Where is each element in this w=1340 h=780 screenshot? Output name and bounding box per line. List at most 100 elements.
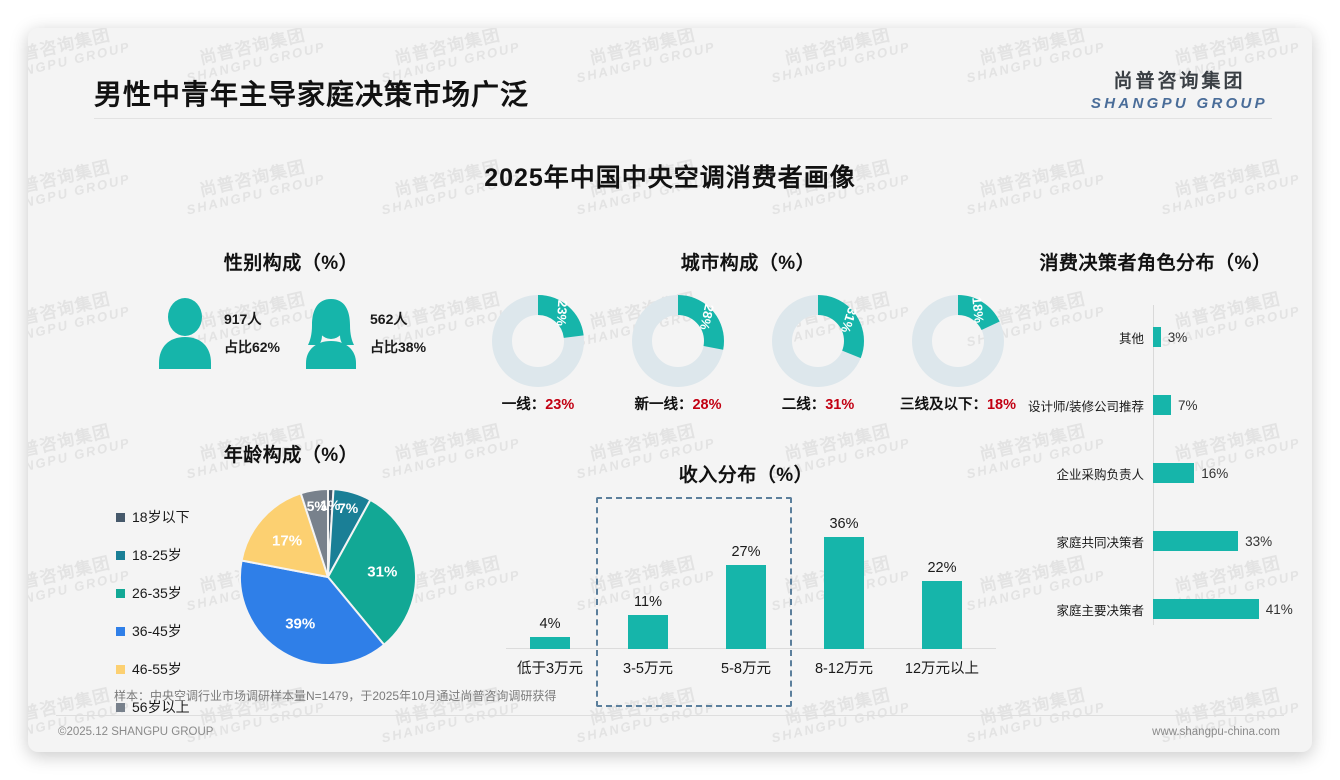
pie-value-label: 7% [338,499,359,516]
age-section: 年龄构成（%） 18岁以下 18-25岁 26-35岁 36-45岁 46-55岁 56岁… [116,440,466,735]
income-bar [824,537,864,649]
role-value: 16% [1201,465,1229,481]
pie-slice [239,559,386,666]
age-legend-item: 18-25岁 [116,545,232,565]
legend-swatch [116,626,125,636]
donut-graphic: 28% [630,293,726,389]
income-section: 收入分布（%） 4% 低于3万元 11% 3-5万元 27% 5-8万元 36% 8-12万元… [496,460,996,707]
page-title: 男性中青年主导家庭决策市场广泛 [94,79,530,110]
gender-title: 性别构成（%） [223,253,359,274]
city-donut-1: 23% 一线：23% [474,293,602,414]
role-row: 其他 3% [1013,325,1298,349]
role-value: 33% [1245,533,1273,549]
role-row: 家庭主要决策者 41% [1013,597,1298,621]
roles-bar-chart: 其他 3% 设计师/装修公司推荐 7% 企业采购负责人 16% 家庭共同决策者 33% 家庭主要… [1013,305,1298,625]
income-bar-group: 22% 12万元以上 [894,559,990,677]
pie-value-label: 5% [306,497,327,514]
city-donut-4: 18% 三线及以下：18% [894,293,1022,414]
age-legend-item: 26-35岁 [116,583,232,603]
age-body: 18岁以下 18-25岁 26-35岁 36-45岁 46-55岁 56岁以上 1% 7% 3… [116,485,466,735]
donut-graphic: 23% [490,293,586,389]
logo-en-text: SHANGPU GROUP [1090,95,1268,112]
city-donut-3: 31% 二线：31% [754,293,882,414]
legend-swatch [116,588,125,598]
income-bar [530,636,570,649]
legend-label: 18岁以下 [132,509,190,525]
brand-logo: 尚普咨询集团 SHANGPU GROUP [1091,66,1268,112]
income-bar [628,614,668,649]
role-bar [1153,327,1161,347]
donut-caption-name: 三线及以下： [899,397,987,413]
footer-website: www.shangpu-china.com [1152,726,1280,738]
roles-section: 消费决策者角色分布（%） 其他 3% 设计师/装修公司推荐 7% 企业采购负责人 16% 家… [1013,248,1298,625]
donut-caption-name: 二线： [781,397,826,413]
female-icon [306,299,356,369]
donut-caption: 一线：23% [474,393,602,414]
role-category: 家庭共同决策者 [1056,535,1144,550]
gender-female-count: 562人 [370,311,408,327]
age-title: 年龄构成（%） [223,445,359,466]
roles-title: 消费决策者角色分布（%） [1039,253,1272,274]
role-value: 41% [1265,601,1293,617]
sample-footnote: 样本：中央空调行业市场调研样本量N=1479，于2025年10月通过尚普咨询调研… [114,689,557,703]
income-bar-value: 22% [927,559,957,576]
gender-male-count: 917人 [223,311,262,327]
gender-row: 917人 占比62% 562人 占比38% [116,297,466,369]
role-value: 7% [1178,397,1198,413]
income-bar-group: 27% 5-8万元 [698,544,794,677]
city-donut-row: 23% 一线：23% 28% 新一线：28% 31% 二线：31% 18% 三线及以下：18% [468,293,1028,414]
pie-slice [299,487,329,578]
role-row: 企业采购负责人 16% [1013,461,1298,485]
footer-copyright: ©2025.12 SHANGPU GROUP [58,726,214,738]
gender-male-text: 917人 占比62% [224,305,280,361]
pie-value-label: 17% [272,532,303,550]
role-category: 其他 [1118,331,1144,346]
income-bar-category: 3-5万元 [623,661,673,677]
income-bar-value: 11% [634,593,662,610]
age-legend-item: 46-55岁 [116,659,232,679]
header-divider [94,118,1272,119]
role-value: 3% [1167,329,1188,345]
slide-card: 尚普咨询集团 SHANGPU GROUP 尚普咨询集团 SHANGPU GROUP 尚普… [28,28,1312,752]
city-donut-2: 28% 新一线：28% [614,293,742,414]
role-row: 设计师/装修公司推荐 7% [1013,393,1298,417]
donut-caption-value: 28% [692,397,722,413]
legend-label: 46-55岁 [132,661,182,677]
income-bar-category: 12万元以上 [904,661,980,677]
income-bar-value: 4% [539,615,561,632]
role-bar [1153,463,1195,483]
role-category: 家庭主要决策者 [1056,603,1144,618]
legend-label: 56岁以上 [132,699,190,715]
income-bar [922,580,962,649]
donut-caption: 新一线：28% [614,393,742,414]
pie-slice [326,498,417,647]
logo-cn-text: 尚普咨询集团 [1113,71,1246,92]
pie-value-label: 31% [367,563,398,581]
donut-graphic: 18% [910,293,1006,389]
role-category: 企业采购负责人 [1056,467,1144,482]
role-category: 设计师/装修公司推荐 [1028,399,1144,414]
donut-caption-value: 31% [825,397,855,413]
city-section: 城市构成（%） 23% 一线：23% 28% 新一线：28% 31% 二线：31% 18% 三… [468,248,1028,414]
legend-swatch [116,550,125,560]
donut-caption: 三线及以下：18% [894,393,1022,414]
role-row: 家庭共同决策者 33% [1013,529,1298,553]
gender-female-share: 占比38% [370,339,427,355]
role-bar [1153,395,1172,415]
income-bar-group: 4% 低于3万元 [502,615,598,677]
income-highlight-box [596,497,792,707]
gender-male-share: 占比62% [223,339,280,355]
donut-caption-name: 新一线： [634,397,693,413]
donut-caption: 二线：31% [754,393,882,414]
pie-value-label: 39% [285,615,316,633]
role-bar [1153,531,1239,551]
age-legend-item: 18岁以下 [116,507,232,527]
pie-value-label: 1% [320,496,341,513]
legend-label: 26-35岁 [132,585,182,601]
gender-section: 性别构成（%） 917人 占比62% 562人 [116,248,466,369]
legend-swatch [116,512,125,522]
role-bar [1153,599,1259,619]
income-bar [726,565,766,649]
gender-item-male: 917人 占比62% [156,297,280,369]
